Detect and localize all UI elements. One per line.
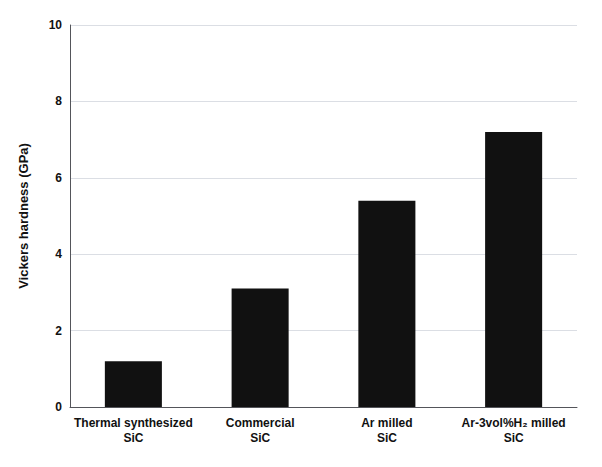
svg-text:0: 0: [55, 400, 62, 414]
svg-text:Vickers hardness (GPa): Vickers hardness (GPa): [16, 143, 31, 289]
svg-text:SiC: SiC: [504, 431, 524, 445]
svg-text:8: 8: [55, 94, 62, 108]
svg-text:6: 6: [55, 171, 62, 185]
svg-text:Ar-3vol%H₂ milled: Ar-3vol%H₂ milled: [462, 416, 566, 430]
svg-text:Commercial: Commercial: [226, 416, 295, 430]
svg-text:SiC: SiC: [377, 431, 397, 445]
svg-text:4: 4: [55, 247, 62, 261]
svg-text:2: 2: [55, 324, 62, 338]
svg-text:Thermal synthesized: Thermal synthesized: [74, 416, 193, 430]
svg-text:10: 10: [49, 18, 63, 32]
svg-text:SiC: SiC: [250, 431, 270, 445]
svg-text:Ar milled: Ar milled: [361, 416, 412, 430]
svg-text:SiC: SiC: [123, 431, 143, 445]
